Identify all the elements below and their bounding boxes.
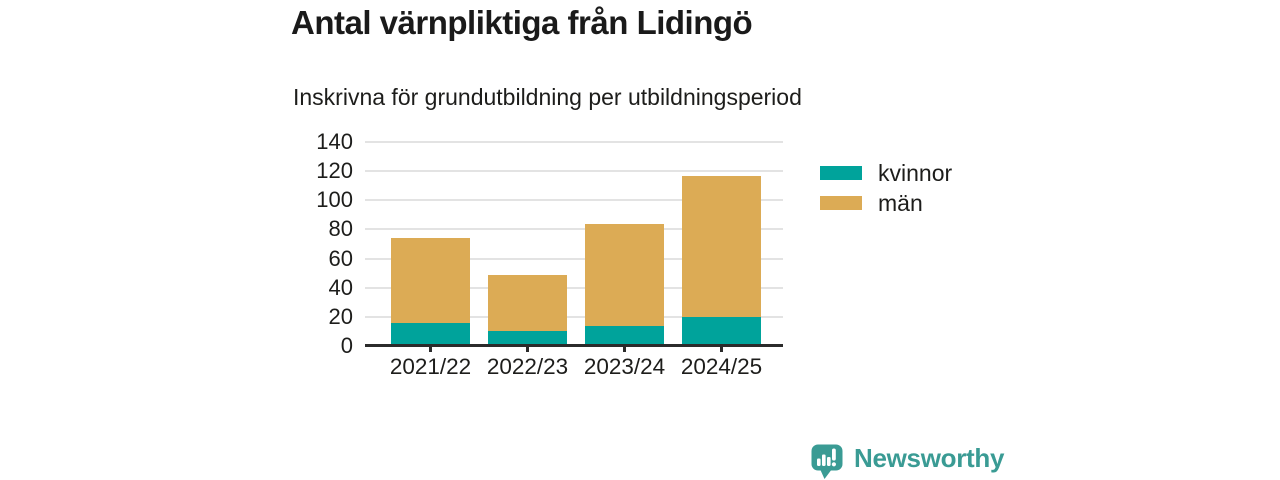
legend: kvinnor män [820,160,952,226]
bar-segment-män-2021-22 [391,238,470,323]
gridline-y120 [365,170,783,173]
gridline-y80 [365,228,783,231]
gridline-y140 [365,141,783,143]
plot-area: 2021/22 2022/23 2023/24 2024/25 [365,141,783,379]
x-tick-label-2022-23: 2022/23 [486,354,569,379]
x-tick-2023-24 [623,344,626,352]
newsworthy-logo-text: Newsworthy [854,442,1005,473]
x-tick-label-2024-25: 2024/25 [680,354,763,379]
y-tick-label-60: 60 [328,245,353,271]
x-tick-label-2023-24: 2023/24 [583,354,666,379]
x-tick-2022-23 [526,344,529,352]
branding: Newsworthy [810,443,1004,480]
y-tick-label-120: 120 [316,158,353,184]
x-tick-label-2021-22: 2021/22 [389,354,472,379]
legend-label-män: män [878,189,923,216]
legend-swatch-kvinnor [820,166,862,180]
bar-segment-män-2022-23 [488,274,567,332]
gridline-y20 [365,315,783,318]
bar-segment-kvinnor-2021-22 [391,322,470,346]
y-tick-label-100: 100 [316,187,353,213]
bar-segment-kvinnor-2022-23 [488,331,567,346]
bar-segment-kvinnor-2023-24 [585,325,664,346]
y-tick-label-140: 140 [316,129,353,154]
bar-segment-kvinnor-2024-25 [682,316,761,346]
newsworthy-logo-icon [811,444,843,479]
x-axis-line [365,344,783,347]
y-tick-label-20: 20 [328,303,353,329]
x-tick-2021-22 [429,344,432,352]
gridline-y100 [365,199,783,202]
gridline-y60 [365,257,783,260]
bar-segment-män-2024-25 [682,175,761,317]
chart-title: Antal värnpliktiga från Lidingö [291,4,753,41]
y-tick-label-0: 0 [340,333,353,358]
y-tick-label-40: 40 [328,274,353,300]
legend-label-kvinnor: kvinnor [878,159,953,186]
chart-subtitle: Inskrivna för grundutbildning per utbild… [293,84,802,110]
legend-item-män: män [820,190,952,216]
legend-swatch-män [820,196,862,210]
legend-item-kvinnor: kvinnor [820,160,952,186]
x-tick-2024-25 [720,344,723,352]
bar-segment-män-2023-24 [585,223,664,326]
y-tick-label-80: 80 [328,216,353,242]
gridline-y40 [365,286,783,289]
